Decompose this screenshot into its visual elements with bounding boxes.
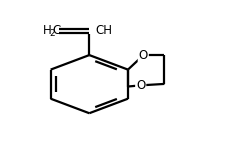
Text: CH: CH — [95, 24, 112, 37]
Text: O: O — [139, 49, 148, 62]
Text: 2: 2 — [50, 29, 55, 38]
Text: O: O — [136, 79, 145, 92]
Text: H: H — [43, 24, 52, 37]
Text: C: C — [52, 24, 61, 37]
